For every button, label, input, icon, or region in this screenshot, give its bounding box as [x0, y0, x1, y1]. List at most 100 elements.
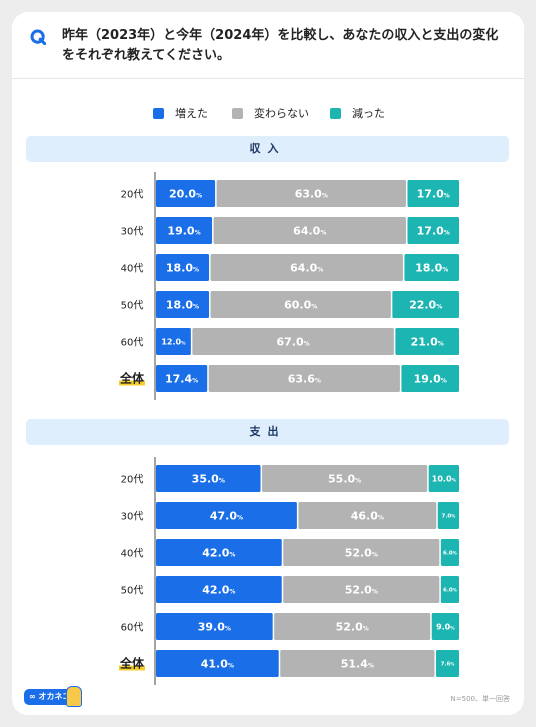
income-category-label: 60代 [121, 337, 144, 349]
income-data-label: 64.0% [293, 224, 326, 237]
income-category-label: 40代 [121, 263, 144, 275]
income-data-label: 21.0% [411, 335, 444, 348]
expense-bar-unchanged [298, 502, 437, 529]
income-bar-decreased [395, 328, 459, 355]
expense-bar-increased [156, 650, 279, 677]
expense-bar-unchanged [283, 539, 440, 566]
expense-bar-decreased [428, 465, 459, 492]
income-bar-decreased [407, 180, 459, 207]
expense-data-label: 39.0% [198, 620, 231, 633]
expense-bar-unchanged [283, 576, 440, 603]
income-data-label: 63.6% [288, 372, 321, 385]
income-data-label: 63.0% [295, 187, 328, 200]
legend-swatch-increased [153, 108, 164, 119]
income-category-label: 20代 [121, 189, 144, 201]
expense-bar-increased [156, 539, 282, 566]
income-data-label: 19.0% [167, 224, 200, 237]
income-category-label: 30代 [121, 226, 144, 238]
expense-highlight-mark [119, 665, 145, 671]
expense-data-label: 35.0% [192, 472, 225, 485]
income-highlight-mark [119, 380, 145, 386]
mascot-icon [66, 686, 82, 707]
income-data-label: 60.0% [284, 298, 317, 311]
expense-category-label: 40代 [121, 548, 144, 560]
expense-bar-unchanged [262, 465, 428, 492]
income-bar-unchanged [210, 291, 391, 318]
income-bar-unchanged [192, 328, 394, 355]
expense-data-label: 42.0% [202, 546, 235, 559]
income-category-label: 50代 [121, 300, 144, 312]
okaneco-logo: ∞ オカネコ [24, 686, 82, 707]
income-data-label: 19.0% [414, 372, 447, 385]
legend-swatch-decreased [330, 108, 341, 119]
legend-label-decreased: 減った [352, 107, 385, 120]
income-bar-unchanged [216, 180, 406, 207]
income-bar-increased [156, 180, 216, 207]
expense-bar-unchanged [274, 613, 431, 640]
expense-chart: 20代 35.0% 55.0% 10.0% 30代 47.0% 46.0% 7.0% 40代 42… [119, 457, 459, 685]
expense-bar-decreased [440, 576, 459, 603]
expense-bar-unchanged [280, 650, 435, 677]
income-data-label: 18.0% [166, 261, 199, 274]
question-text: 昨年（2023年）と今年（2024年）を比較し、あなたの収入と支出の変化をそれぞ… [62, 28, 499, 63]
expense-category-label: 全体 [119, 656, 145, 671]
expense-bar-decreased [440, 539, 459, 566]
legend-label-increased: 増えた [175, 107, 208, 120]
expense-data-label: 6.0% [443, 587, 457, 593]
expense-data-label: 7.0% [442, 513, 456, 519]
income-data-label: 12.0% [161, 337, 186, 346]
income-data-label: 64.0% [290, 261, 323, 274]
expense-bar-increased [156, 502, 297, 529]
income-bar-increased [156, 217, 213, 244]
expense-bar-increased [156, 613, 273, 640]
expense-data-label: 46.0% [351, 509, 384, 522]
expense-data-label: 6.0% [443, 550, 457, 556]
income-data-label: 17.4% [165, 372, 198, 385]
income-bar-unchanged [208, 365, 400, 392]
income-bar-decreased [407, 217, 459, 244]
expense-data-label: 51.4% [341, 657, 374, 670]
legend: 増えた 変わらない 減った [12, 106, 524, 122]
section-header-income: 収入 [26, 136, 509, 162]
income-bar-increased [156, 254, 210, 281]
income-chart: 20代 20.0% 63.0% 17.0% 30代 19.0% 64.0% 17.0% 40代 1… [119, 172, 459, 400]
income-bar-increased [156, 328, 191, 355]
expense-data-label: 42.0% [202, 583, 235, 596]
expense-data-label: 7.6% [441, 661, 455, 667]
income-bar-decreased [392, 291, 459, 318]
expense-data-label: 9.0% [436, 622, 455, 631]
income-bar-decreased [404, 254, 459, 281]
expense-data-label: 52.0% [336, 620, 369, 633]
income-data-label: 17.0% [417, 224, 450, 237]
expense-category-label: 30代 [121, 511, 144, 523]
expense-data-label: 55.0% [328, 472, 361, 485]
legend-swatch-unchanged [232, 108, 243, 119]
legend-label-unchanged: 変わらない [254, 107, 309, 120]
income-data-label: 18.0% [415, 261, 448, 274]
income-data-label: 17.0% [417, 187, 450, 200]
expense-category-label: 60代 [121, 622, 144, 634]
expense-category-label: 20代 [121, 474, 144, 486]
income-bar-increased [156, 365, 208, 392]
section-header-expense: 支出 [26, 419, 509, 445]
survey-card: 昨年（2023年）と今年（2024年）を比較し、あなたの収入と支出の変化をそれぞ… [12, 12, 524, 715]
expense-bar-increased [156, 465, 261, 492]
income-bar-unchanged [210, 254, 403, 281]
expense-bar-decreased [431, 613, 459, 640]
income-bar-unchanged [213, 217, 406, 244]
question-header: 昨年（2023年）と今年（2024年）を比較し、あなたの収入と支出の変化をそれぞ… [12, 12, 524, 79]
income-data-label: 67.0% [277, 335, 310, 348]
income-bar-increased [156, 291, 210, 318]
income-bar-decreased [401, 365, 459, 392]
expense-category-label: 50代 [121, 585, 144, 597]
expense-data-label: 10.0% [432, 474, 457, 483]
question-icon [30, 29, 46, 45]
logo-text: ∞ オカネコ [29, 692, 71, 701]
income-category-label: 全体 [119, 371, 145, 386]
expense-data-label: 47.0% [210, 509, 243, 522]
expense-data-label: 52.0% [345, 583, 378, 596]
income-data-label: 22.0% [409, 298, 442, 311]
expense-bar-increased [156, 576, 282, 603]
expense-data-label: 41.0% [201, 657, 234, 670]
expense-bar-decreased [435, 650, 459, 677]
